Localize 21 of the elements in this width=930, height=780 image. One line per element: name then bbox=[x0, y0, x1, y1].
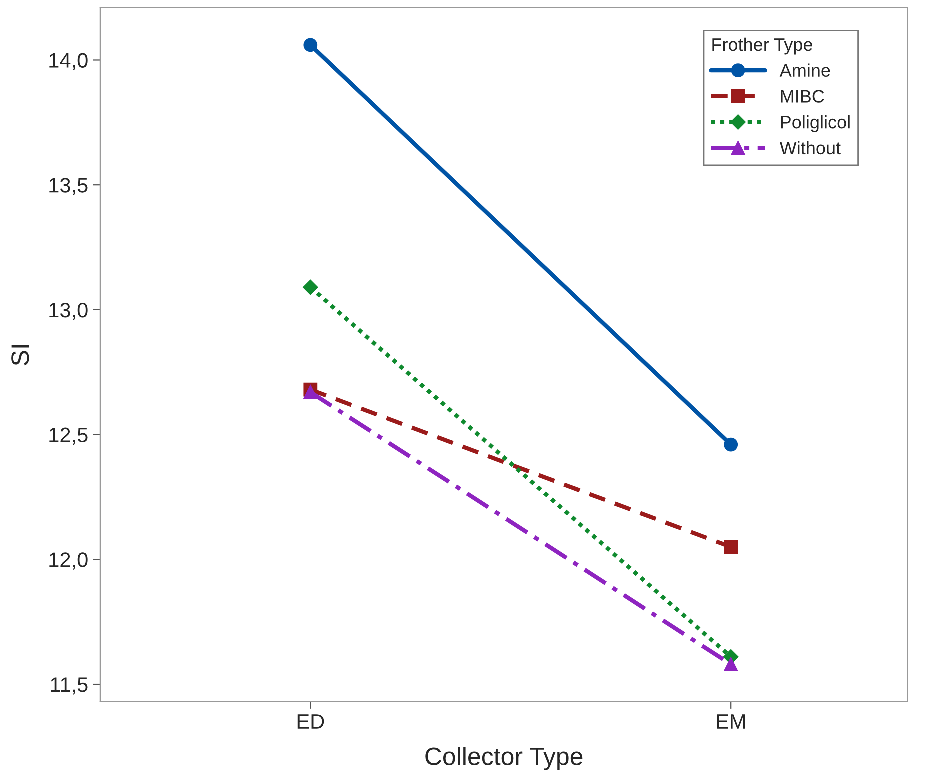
legend-label: Poliglicol bbox=[781, 116, 850, 132]
y-axis-title: SI bbox=[12, 345, 30, 366]
y-tick-label: 11,5 bbox=[51, 678, 88, 695]
x-tick-label: EM bbox=[717, 714, 746, 729]
point bbox=[303, 280, 318, 296]
legend-label: Amine bbox=[780, 64, 830, 78]
legend-label: MIBC bbox=[781, 90, 824, 103]
y-tick-label: 12,0 bbox=[50, 552, 88, 570]
x-tick-label: ED bbox=[298, 714, 324, 729]
y-tick-label: 13,0 bbox=[50, 302, 88, 320]
y-tick-label: 14,0 bbox=[50, 53, 88, 70]
point bbox=[724, 540, 738, 554]
y-tick-label: 13,5 bbox=[50, 178, 88, 196]
legend-title: Frother Type bbox=[712, 38, 812, 55]
point bbox=[304, 385, 318, 400]
x-axis-title: Collector Type bbox=[426, 747, 583, 770]
point bbox=[304, 38, 318, 52]
point bbox=[724, 438, 738, 452]
legend-label: Without bbox=[780, 141, 841, 155]
point bbox=[724, 658, 738, 672]
y-tick-label: 12,5 bbox=[50, 428, 88, 446]
